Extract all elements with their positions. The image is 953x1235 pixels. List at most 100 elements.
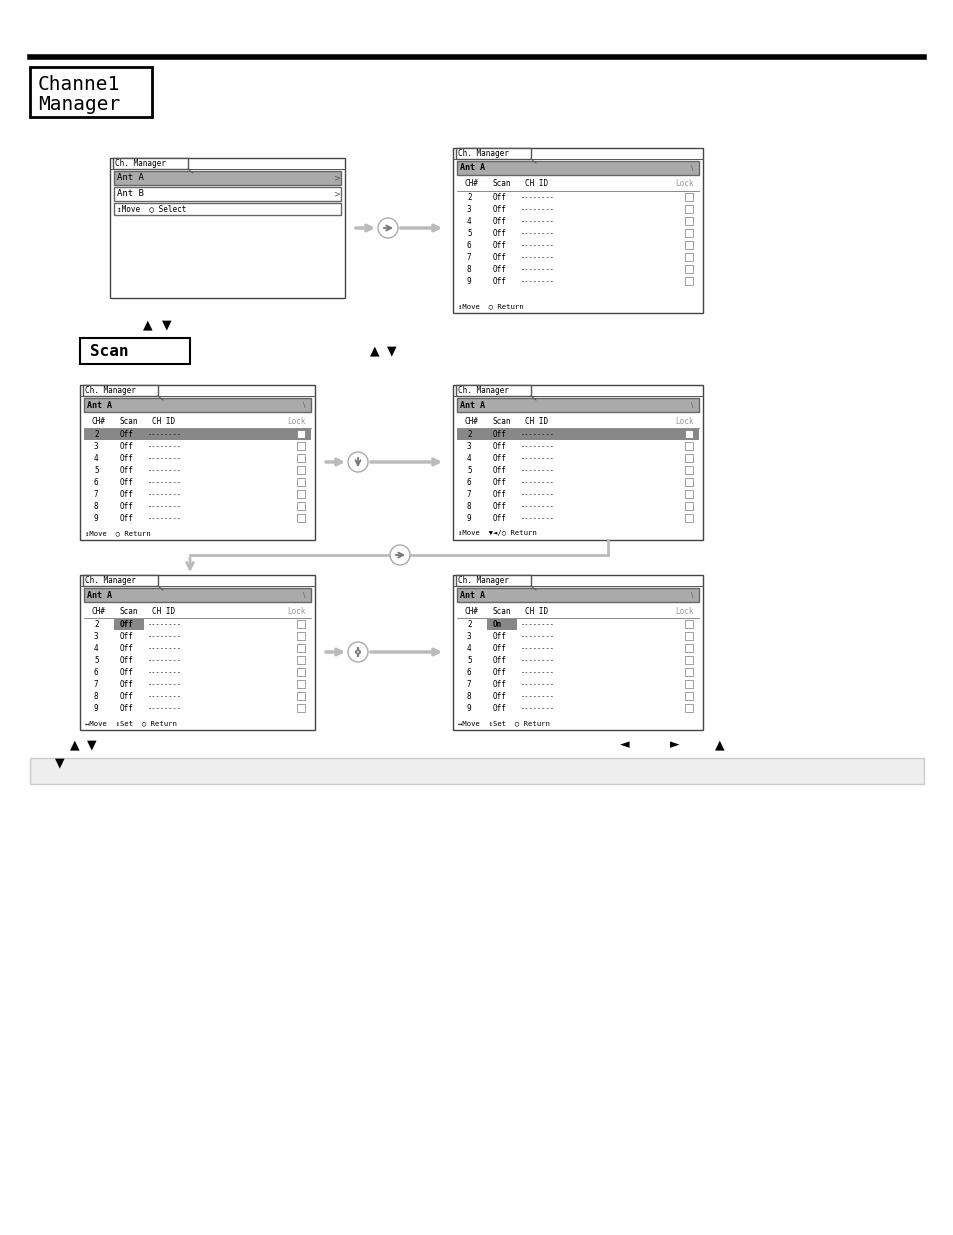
Bar [684,466,692,474]
Text: Ch. Manager: Ch. Manager [85,576,135,585]
Text: ▼: ▼ [55,757,65,769]
Bar [113,186,340,201]
Text: 5: 5 [94,656,98,664]
Bar [684,205,692,212]
Text: \: \ [303,403,305,408]
Bar [684,501,692,510]
Text: Off: Off [493,668,506,677]
Bar [112,158,188,169]
Text: 6: 6 [467,241,471,249]
Text: Ch. Manager: Ch. Manager [457,576,508,585]
Bar [684,656,692,664]
Text: Off: Off [493,490,506,499]
Text: >: > [333,173,339,183]
Text: --------: -------- [148,705,182,711]
Bar [30,67,152,117]
Text: Off: Off [120,692,133,701]
Text: --------: -------- [520,694,555,699]
Text: ▲: ▲ [715,739,724,752]
Text: Off: Off [120,454,133,463]
Bar [456,385,531,396]
Text: Off: Off [120,680,133,689]
Text: 2: 2 [467,430,471,438]
Text: CH#: CH# [91,606,106,615]
Text: 8: 8 [467,266,471,274]
Text: Scan: Scan [90,343,129,358]
Text: Off: Off [493,454,506,463]
Text: CH ID: CH ID [524,606,548,615]
Text: --------: -------- [148,621,182,627]
Bar [684,277,692,285]
Text: ↕Move  ○ Return: ↕Move ○ Return [457,303,523,309]
Text: --------: -------- [148,492,182,498]
Text: --------: -------- [520,254,555,261]
Bar [684,643,692,652]
Text: Off: Off [120,501,133,511]
Text: 9: 9 [94,514,98,522]
Bar [456,148,531,159]
Text: --------: -------- [520,646,555,652]
Text: --------: -------- [148,657,182,663]
Text: 3: 3 [467,632,471,641]
Text: ▲: ▲ [143,319,152,331]
Bar [684,704,692,713]
Bar [84,398,311,412]
Text: 6: 6 [94,668,98,677]
Text: 5: 5 [467,656,471,664]
Text: --------: -------- [148,669,182,676]
Text: 9: 9 [94,704,98,713]
Text: ↔Move  ↕Set  ○ Return: ↔Move ↕Set ○ Return [85,720,176,726]
Text: Off: Off [493,266,506,274]
Text: --------: -------- [520,279,555,284]
Bar [453,148,702,312]
Text: ↕Move  ▼◄/○ Return: ↕Move ▼◄/○ Return [457,530,537,536]
Text: --------: -------- [148,634,182,640]
Text: 5: 5 [467,228,471,238]
Text: 6: 6 [467,668,471,677]
Bar [30,758,923,784]
Text: 7: 7 [467,490,471,499]
Text: Off: Off [493,514,506,522]
Bar [684,442,692,450]
Text: Ant A: Ant A [459,163,484,173]
Bar [684,228,692,237]
Text: >: > [333,189,339,199]
Text: 7: 7 [94,680,98,689]
Text: 3: 3 [94,632,98,641]
Circle shape [377,219,397,238]
Text: Channe1: Channe1 [38,74,120,94]
Text: CH#: CH# [464,606,478,615]
Text: Off: Off [120,466,133,475]
Text: 6: 6 [467,478,471,487]
Bar [453,385,702,540]
Text: Off: Off [120,668,133,677]
Text: Off: Off [493,632,506,641]
Text: Off: Off [493,680,506,689]
Text: --------: -------- [148,479,182,485]
Bar [296,704,305,713]
Text: 8: 8 [94,692,98,701]
Text: Off: Off [493,253,506,262]
Text: 2: 2 [467,620,471,629]
Bar [684,241,692,249]
Text: \: \ [690,403,693,408]
Text: 4: 4 [94,454,98,463]
Text: Off: Off [493,228,506,238]
Text: Lock: Lock [675,416,693,426]
Text: Off: Off [493,704,506,713]
Bar [684,253,692,261]
Text: --------: -------- [520,431,555,437]
Bar [113,170,340,185]
Bar [296,514,305,522]
Text: Off: Off [493,478,506,487]
Bar [110,158,345,298]
Bar [296,632,305,640]
Bar [296,430,305,438]
Text: On: On [493,620,501,629]
Text: Ant A: Ant A [87,400,112,410]
Text: --------: -------- [520,621,555,627]
Text: Off: Off [120,643,133,653]
Text: 9: 9 [467,704,471,713]
Bar [84,429,311,440]
Bar [684,632,692,640]
